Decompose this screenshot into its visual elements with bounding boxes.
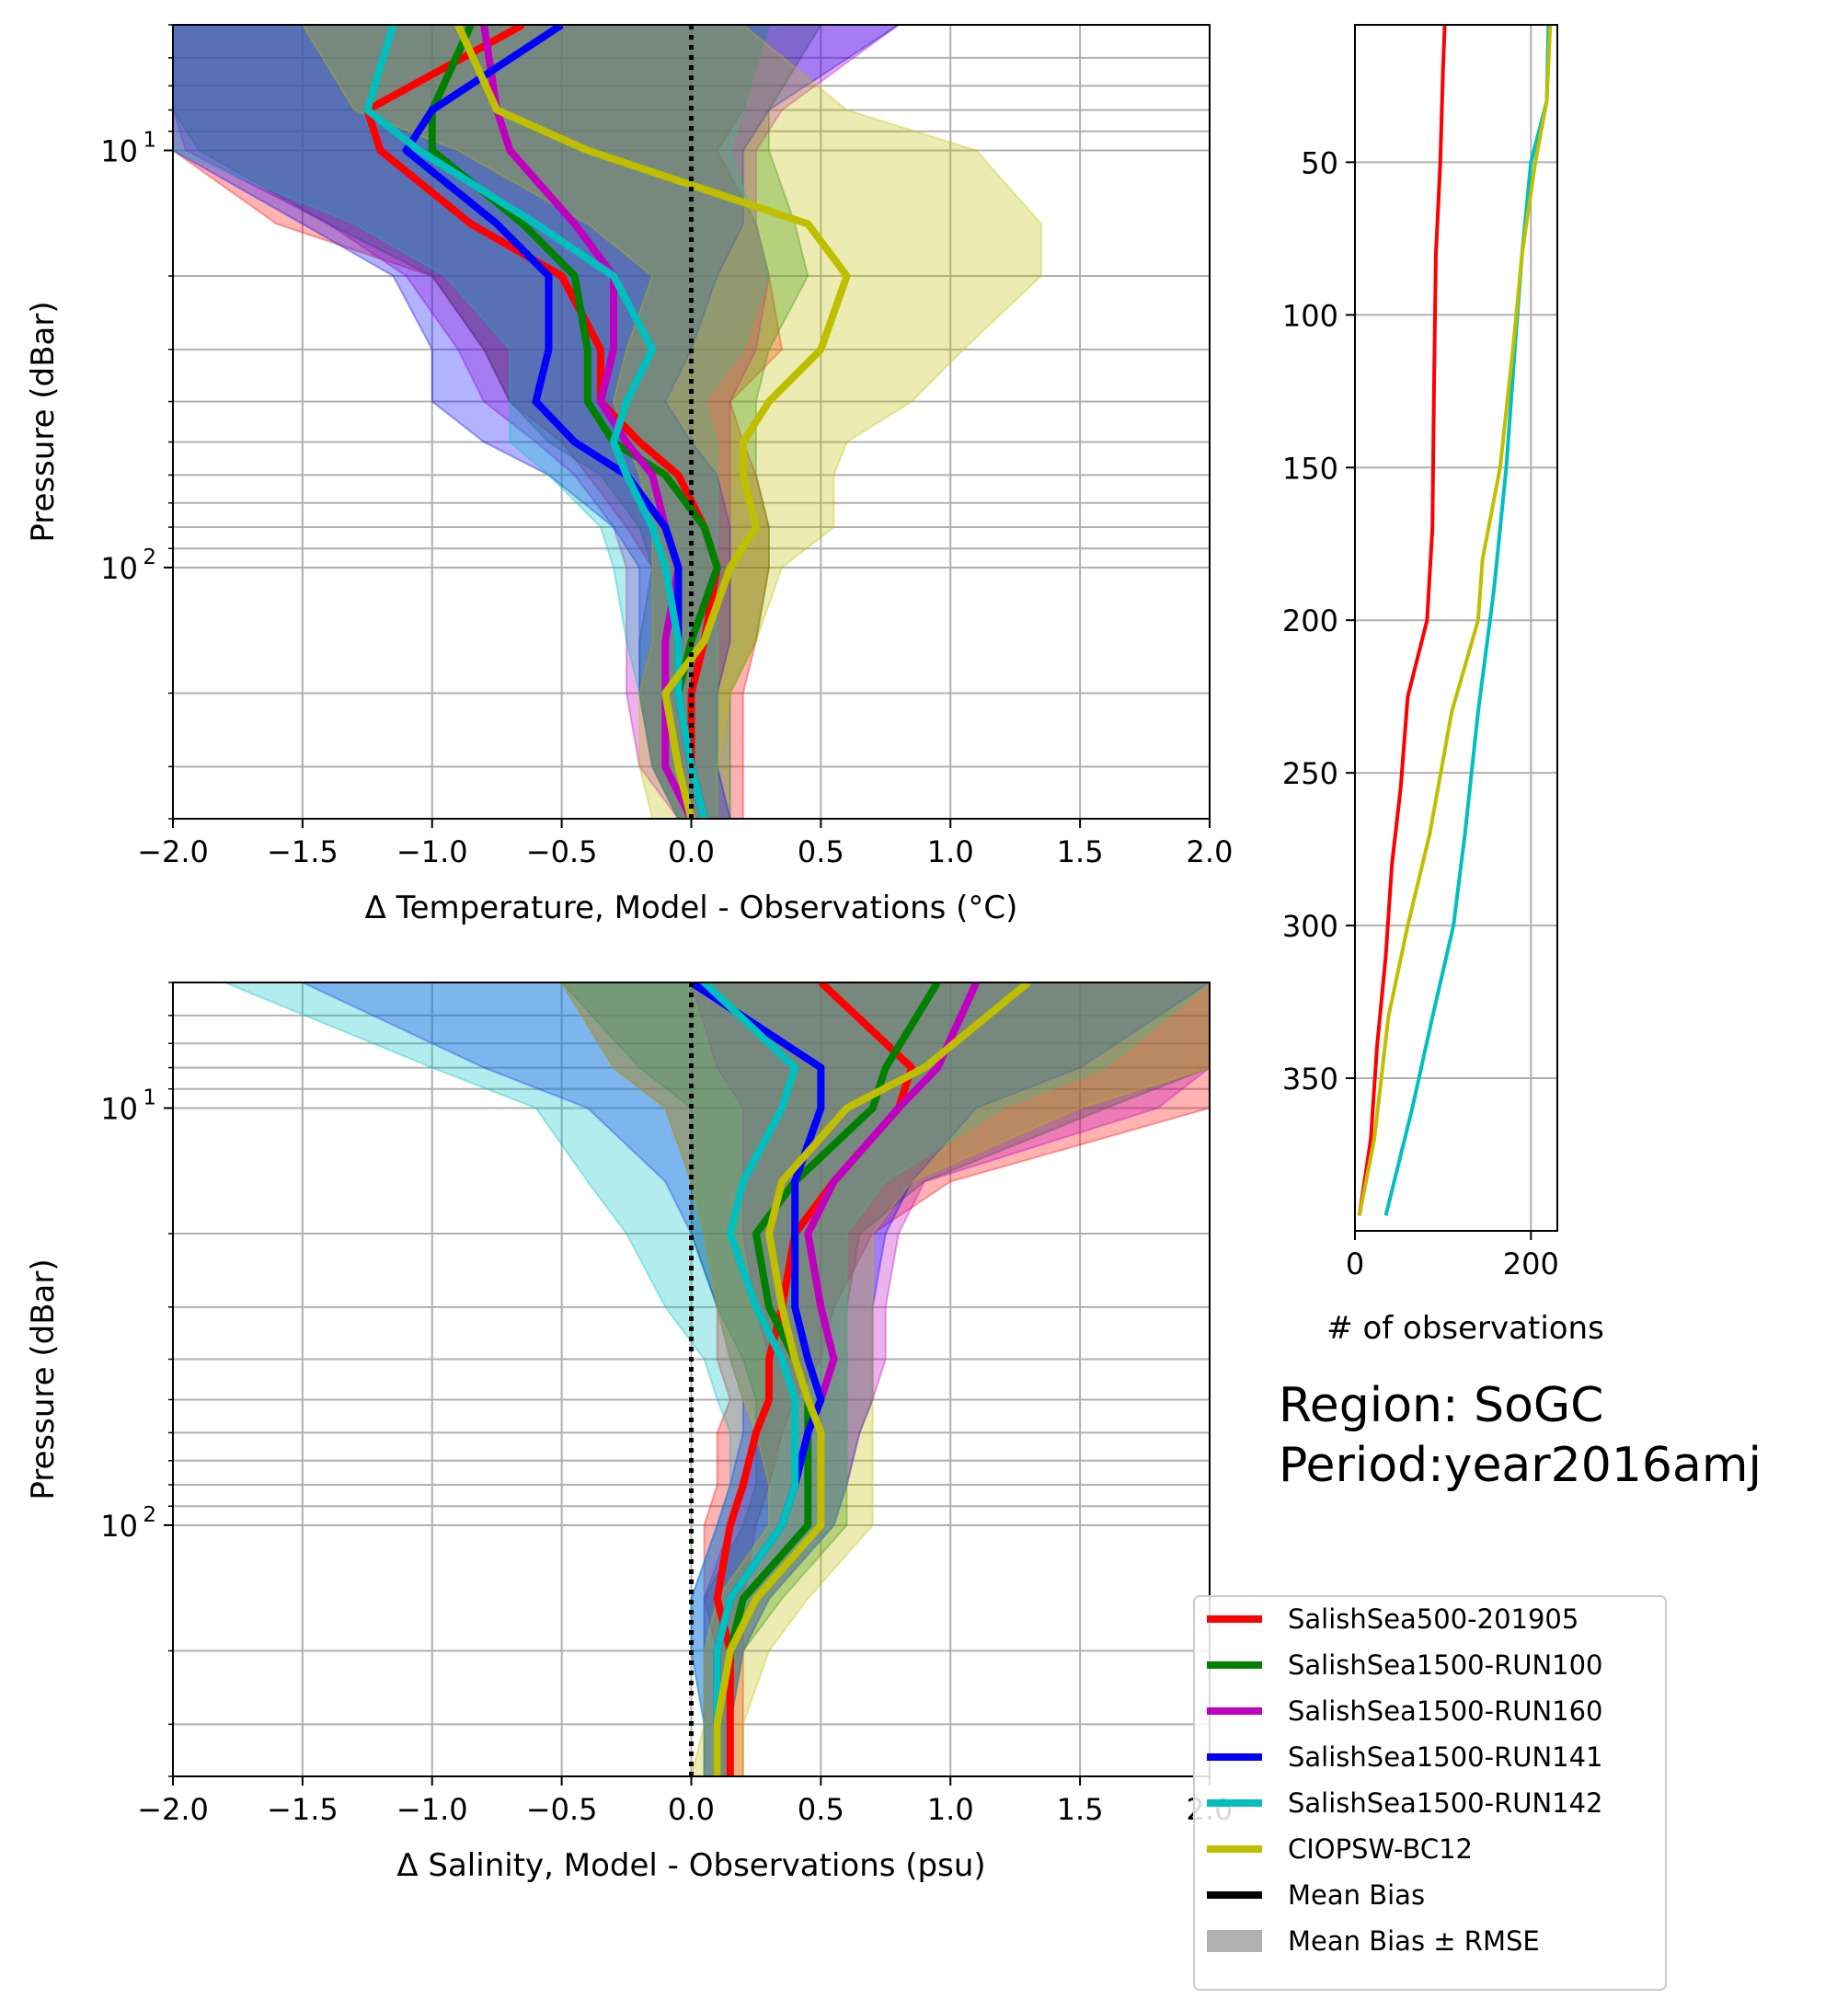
rmse-band-SalishSea1500-RUN160 [690, 982, 1210, 1776]
legend: SalishSea500-201905 SalishSea1500-RUN100 S… [1193, 1595, 1667, 1991]
x-tick-label: 200 [1503, 1247, 1559, 1281]
legend-item: CIOPSW-BC12 [1207, 1833, 1473, 1865]
x-tick-label: 0.5 [798, 1792, 844, 1827]
legend-label: SalishSea1500-RUN160 [1288, 1695, 1603, 1727]
legend-label: SalishSea1500-RUN141 [1288, 1741, 1603, 1773]
mean-line-CIOPSW-BC12 [454, 25, 851, 819]
plot-area [224, 982, 1210, 1776]
rmse-band-CIOPSW-BC12 [560, 982, 1210, 1776]
legend-label: SalishSea500-201905 [1288, 1603, 1578, 1635]
legend-item: SalishSea1500-RUN100 [1207, 1649, 1603, 1681]
y-tick-exponent: 1 [143, 1086, 156, 1110]
x-tick-label: 1.0 [927, 1792, 974, 1827]
x-tick-label: 0.0 [668, 1792, 715, 1827]
region-label: Region: SoGC [1279, 1378, 1604, 1433]
y-tick-label: 10 [100, 1509, 138, 1544]
rmse-band-CIOPSW-BC12 [301, 25, 1042, 819]
legend-item: Mean Bias ± RMSE [1207, 1925, 1540, 1957]
legend-item: Mean Bias [1207, 1879, 1425, 1911]
legend-label: Mean Bias ± RMSE [1288, 1925, 1540, 1957]
x-tick-label: 0 [1346, 1247, 1364, 1281]
rmse-band-SalishSea1500-RUN100 [173, 25, 822, 819]
y-axis-label: Pressure (dBar) [25, 301, 62, 542]
legend-label: CIOPSW-BC12 [1288, 1833, 1473, 1865]
y-tick-exponent: 2 [143, 1503, 156, 1527]
x-tick-label: −2.0 [137, 1792, 209, 1827]
x-axis-label: # of observations [1326, 1310, 1604, 1347]
y-tick-label: 250 [1282, 756, 1338, 791]
x-tick-label: 2.0 [1187, 834, 1234, 869]
obs-line-SalishSea1500-RUN142 [1383, 24, 1551, 1216]
axes-frame [1354, 24, 1558, 1232]
mean-line-SalishSea1500-RUN160 [480, 25, 695, 819]
x-tick-label: 1.5 [1057, 834, 1104, 869]
y-tick-label: 50 [1301, 145, 1338, 180]
legend-label: Mean Bias [1288, 1879, 1425, 1911]
x-tick-label: −1.5 [267, 834, 339, 869]
x-tick-label: −0.5 [526, 1792, 598, 1827]
rmse-band-SalishSea1500-RUN142 [224, 982, 1210, 1776]
y-tick-exponent: 1 [143, 129, 156, 153]
y-tick-exponent: 2 [143, 546, 156, 569]
x-tick-label: −1.5 [267, 1792, 339, 1827]
x-axis-label: Δ Salinity, Model - Observations (psu) [396, 1847, 985, 1884]
rmse-band-SalishSea500-201905 [173, 25, 784, 819]
period-label: Period:year2016amj [1279, 1438, 1762, 1493]
x-tick-label: −2.0 [137, 834, 209, 869]
y-tick-label: 100 [1282, 298, 1338, 333]
mean-line-CIOPSW-BC12 [713, 982, 1031, 1776]
y-tick-label: 10 [100, 134, 138, 169]
plot-area [173, 25, 1042, 819]
legend-item: SalishSea1500-RUN141 [1207, 1741, 1603, 1773]
x-tick-label: −1.0 [396, 1792, 468, 1827]
mean-line-SalishSea1500-RUN142 [701, 982, 799, 1776]
y-tick-label: 200 [1282, 603, 1338, 638]
x-tick-label: 0.5 [798, 834, 844, 869]
temperature-panel: −2.0 −1.5 −1.0 −0.5 0.0 0.5 1.0 1.5 2.010 110 2Δ T… [25, 24, 1234, 926]
rmse-band-SalishSea1500-RUN160 [173, 25, 901, 819]
y-tick-label: 10 [100, 1092, 138, 1127]
legend-swatch [1207, 1930, 1262, 1952]
rmse-band-SalishSea1500-RUN141 [302, 982, 1210, 1776]
y-tick-label: 150 [1282, 451, 1338, 486]
x-tick-label: 0.0 [668, 834, 715, 869]
x-axis-label: Δ Temperature, Model - Observations (°C) [365, 890, 1018, 926]
legend-item: SalishSea500-201905 [1207, 1603, 1578, 1635]
legend-frame [1193, 1595, 1667, 1991]
x-tick-label: −1.0 [396, 834, 468, 869]
rmse-band-SalishSea1500-RUN142 [173, 25, 771, 819]
y-tick-label: 10 [100, 551, 138, 586]
y-axis-label: Pressure (dBar) [25, 1258, 62, 1499]
x-tick-label: −0.5 [526, 834, 598, 869]
observations-panel: 0 200 50 100 150 200 250 300 350 # of observation… [1282, 24, 1604, 1347]
mean-line-SalishSea500-201905 [363, 25, 721, 819]
legend-label: SalishSea1500-RUN100 [1288, 1649, 1603, 1681]
x-tick-label: 1.0 [927, 834, 974, 869]
x-tick-label: 1.5 [1057, 1792, 1104, 1827]
y-tick-label: 350 [1282, 1062, 1338, 1097]
legend-label: SalishSea1500-RUN142 [1288, 1787, 1603, 1819]
legend-item: SalishSea1500-RUN142 [1207, 1787, 1603, 1819]
legend-item: SalishSea1500-RUN160 [1207, 1695, 1603, 1727]
y-tick-label: 300 [1282, 909, 1338, 944]
obs-line-SalishSea500-201905 [1357, 24, 1447, 1216]
obs-line-CIOPSW-BC12 [1357, 24, 1553, 1216]
